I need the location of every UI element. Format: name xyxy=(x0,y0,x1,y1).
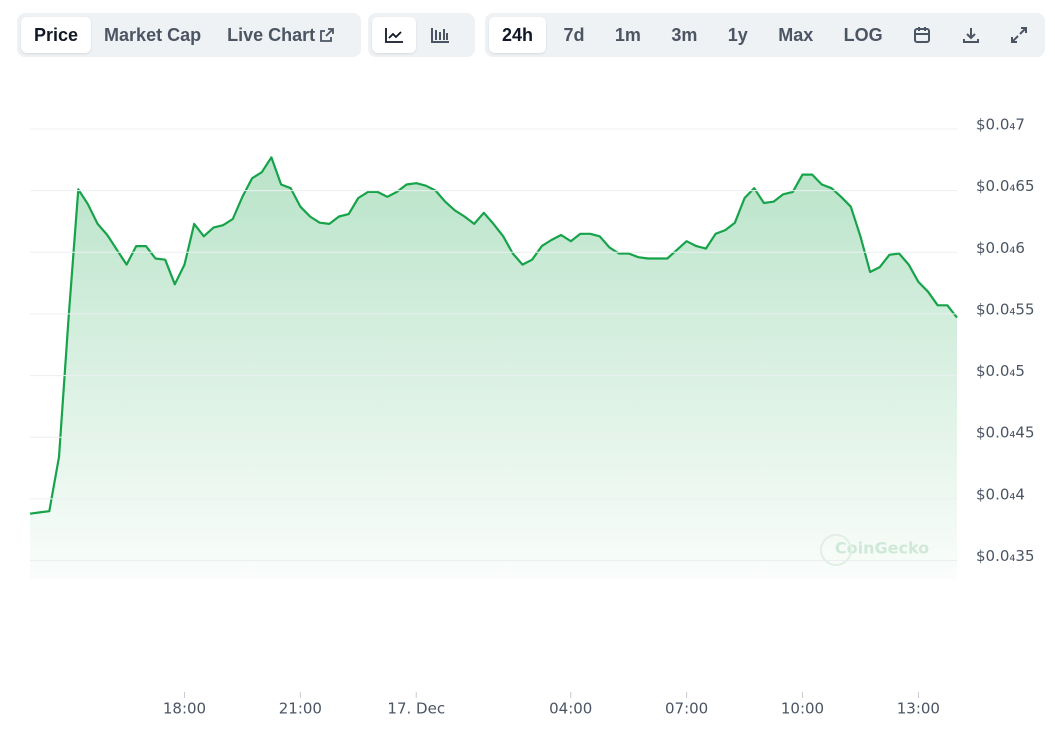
x-tick-label: 18:00 xyxy=(163,700,206,718)
fullscreen-icon xyxy=(1010,27,1027,43)
range-button[interactable]: 3m xyxy=(671,24,698,45)
fullscreen-button[interactable] xyxy=(997,17,1041,53)
external-icon xyxy=(320,28,335,42)
download-button[interactable] xyxy=(949,17,993,53)
tab-group: Price Market Cap Live Chart xyxy=(17,13,361,57)
y-tick-label: $0.0₄7 xyxy=(976,116,1025,134)
y-tick-label: $0.0₄35 xyxy=(976,547,1035,565)
candle-icon xyxy=(431,28,449,43)
range-group: 24h 7d 1m 3m 1y Max LOG xyxy=(485,13,1045,57)
y-tick-label: $0.0₄6 xyxy=(976,239,1025,257)
range-button[interactable]: 1y xyxy=(727,24,748,45)
y-tick-label: $0.0₄4 xyxy=(976,485,1025,503)
range-button[interactable]: 24h xyxy=(489,17,547,53)
candle-chart-button[interactable] xyxy=(416,17,464,53)
range-button[interactable]: 7d xyxy=(563,24,585,45)
y-tick-label: $0.0₄45 xyxy=(976,424,1035,442)
tab[interactable]: Price xyxy=(21,17,92,53)
tab-label: Live Chart xyxy=(227,24,316,45)
y-tick-label: $0.0₄5 xyxy=(976,362,1025,380)
calendar-button[interactable] xyxy=(900,17,944,53)
area xyxy=(30,157,957,579)
x-tick-label: 04:00 xyxy=(549,700,592,718)
line-icon xyxy=(385,28,403,43)
x-tick-label: 21:00 xyxy=(279,700,322,718)
range-button[interactable]: 1m xyxy=(614,24,641,45)
calendar-icon xyxy=(914,27,931,43)
x-tick-label: 10:00 xyxy=(781,700,824,718)
y-tick-label: $0.0₄65 xyxy=(976,177,1035,195)
line-chart-button[interactable] xyxy=(372,17,416,53)
download-icon xyxy=(962,28,979,43)
x-tick-label: 13:00 xyxy=(897,700,940,718)
watermark-logo xyxy=(820,534,852,566)
watermark: CoinGecko xyxy=(835,539,929,558)
log-button[interactable]: LOG xyxy=(843,24,883,45)
tab[interactable]: Live Chart xyxy=(214,17,348,53)
x-tick-label: 17. Dec xyxy=(387,700,445,718)
tab[interactable]: Market Cap xyxy=(104,24,202,45)
x-tick-label: 07:00 xyxy=(665,700,708,718)
chart-type-group xyxy=(368,13,475,57)
range-button[interactable]: Max xyxy=(778,24,814,45)
y-tick-label: $0.0₄55 xyxy=(976,300,1035,318)
